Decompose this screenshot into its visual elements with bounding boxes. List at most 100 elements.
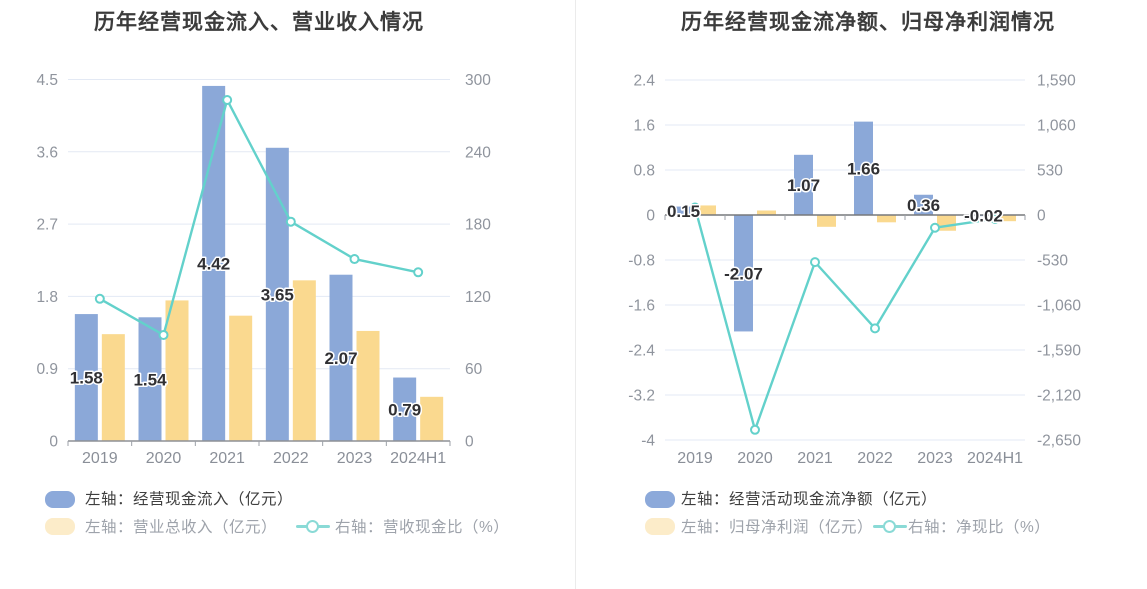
legend-swatch-net-cashflow[interactable] — [645, 491, 675, 508]
x-axis-category-label: 2020 — [146, 450, 182, 467]
line-point[interactable] — [750, 424, 760, 435]
right-axis-tick-label: 120 — [465, 289, 491, 306]
line-point[interactable] — [930, 222, 940, 233]
x-axis-category-label: 2021 — [797, 450, 833, 467]
x-axis-category-label: 2019 — [82, 450, 118, 467]
bar[interactable] — [757, 210, 776, 216]
x-axis-category-label: 2021 — [209, 450, 245, 467]
legend-label-net-profit[interactable]: 左轴：归母净利润（亿元） — [681, 519, 874, 536]
bar[interactable] — [420, 396, 444, 441]
bar[interactable] — [734, 215, 753, 332]
left-axis-tick-label: -4 — [641, 433, 655, 450]
bar[interactable] — [914, 194, 933, 215]
bar[interactable] — [997, 215, 1016, 222]
bar[interactable] — [794, 154, 813, 215]
left-axis-tick-label: -1.6 — [628, 298, 655, 315]
bar[interactable] — [329, 274, 353, 441]
line-point[interactable] — [810, 257, 820, 268]
chart-panel-cash-inflow-revenue: 历年经营现金流入、营业收入情况 1.58 1.54 4.42 3.65 2.07 0.79… — [0, 0, 573, 589]
bar[interactable] — [817, 215, 836, 227]
bar-value-label: 4.42 — [197, 255, 230, 274]
bar-value-label: 0.15 — [667, 202, 700, 221]
bar-value-label: 0.79 — [388, 400, 421, 419]
bar[interactable] — [229, 315, 253, 441]
line-point[interactable] — [870, 323, 880, 334]
bar[interactable] — [74, 314, 98, 441]
right-axis-tick-label: -1,060 — [1037, 298, 1081, 315]
x-axis-category-label: 2023 — [917, 450, 953, 467]
bar[interactable] — [877, 215, 896, 223]
line-point[interactable] — [413, 267, 424, 278]
line-point[interactable] — [94, 293, 105, 304]
bar[interactable] — [101, 334, 125, 441]
right-axis-tick-label: -530 — [1037, 253, 1068, 270]
bar-value-label: -0.02 — [964, 207, 1003, 226]
x-axis-category-label: 2024H1 — [390, 450, 446, 467]
legend-label-net-cashflow[interactable]: 左轴：经营活动现金流净额（亿元） — [681, 491, 938, 508]
left-axis-tick-label: 0 — [646, 208, 655, 225]
right-axis-tick-label: 180 — [465, 217, 491, 234]
left-axis-tick-label: 0.9 — [36, 361, 58, 378]
legend-label-net-cash-ratio[interactable]: 右轴：净现比（%） — [908, 519, 1051, 536]
right-axis-tick-label: -2,650 — [1037, 433, 1081, 450]
bar-value-label: 1.66 — [847, 159, 880, 178]
bar-value-label: 0.36 — [907, 196, 940, 215]
left-axis-tick-label: -0.8 — [628, 253, 655, 270]
x-axis-category-label: 2023 — [337, 450, 373, 467]
chart-title-right: 历年经营现金流净额、归母净利润情况 — [681, 11, 1055, 34]
right-axis-tick-label: 1,590 — [1037, 73, 1076, 90]
x-axis-category-label: 2019 — [677, 450, 713, 467]
left-axis-tick-label: 0 — [49, 434, 58, 451]
left-axis-tick-label: -2.4 — [628, 343, 655, 360]
x-axis-category-label: 2020 — [737, 450, 773, 467]
bar-value-label: 3.65 — [261, 286, 294, 305]
legend-label-total-revenue[interactable]: 左轴：营业总收入（亿元） — [85, 519, 278, 536]
ratio-line[interactable] — [98, 98, 420, 337]
legend-line-marker — [883, 520, 896, 533]
panel-divider — [575, 0, 576, 589]
legend-line-marker — [306, 520, 319, 533]
legend-swatch-total-revenue[interactable] — [45, 518, 75, 535]
bar-value-label: 1.07 — [787, 176, 820, 195]
left-axis-tick-label: 0.8 — [633, 163, 655, 180]
x-axis-category-label: 2022 — [857, 450, 893, 467]
right-axis-tick-label: -2,120 — [1037, 388, 1081, 405]
line-point[interactable] — [158, 329, 169, 340]
legend-label-cash-ratio[interactable]: 右轴：营收现金比（%） — [335, 519, 510, 536]
line-point[interactable] — [990, 213, 1000, 224]
legend-label-cash-inflow[interactable]: 左轴：经营现金流入（亿元） — [85, 491, 294, 508]
chart-title-left: 历年经营现金流入、营业收入情况 — [94, 11, 424, 34]
x-axis-category-label: 2024H1 — [967, 450, 1023, 467]
legend-swatch-cash-inflow[interactable] — [45, 491, 75, 508]
bar-value-label: 1.58 — [70, 369, 103, 388]
right-axis-tick-label: 300 — [465, 72, 491, 89]
right-axis-tick-label: 0 — [465, 434, 474, 451]
line-point[interactable] — [349, 254, 360, 265]
left-axis-tick-label: 4.5 — [36, 72, 58, 89]
left-axis-tick-label: 1.6 — [633, 118, 655, 135]
bar[interactable] — [165, 300, 189, 441]
line-point[interactable] — [222, 94, 233, 105]
legend-line-icon-cash-ratio[interactable] — [296, 518, 330, 535]
line-point[interactable] — [690, 202, 700, 213]
left-axis-tick-label: -3.2 — [628, 388, 655, 405]
ratio-line[interactable] — [693, 206, 997, 432]
left-axis-tick-label: 2.7 — [36, 217, 58, 234]
right-axis-tick-label: -1,590 — [1037, 343, 1081, 360]
line-point[interactable] — [285, 216, 296, 227]
right-axis-tick-label: 1,060 — [1037, 118, 1076, 135]
right-axis-tick-label: 530 — [1037, 163, 1063, 180]
bar[interactable] — [138, 317, 162, 441]
bar[interactable] — [292, 280, 316, 441]
left-axis-tick-label: 3.6 — [36, 144, 58, 161]
bar[interactable] — [854, 121, 873, 215]
legend-line-icon-net-cash-ratio[interactable] — [873, 518, 907, 535]
bar[interactable] — [356, 330, 380, 441]
right-axis-tick-label: 60 — [465, 361, 483, 378]
bar[interactable] — [393, 377, 417, 441]
legend-swatch-net-profit[interactable] — [645, 518, 675, 535]
bar[interactable] — [674, 206, 693, 215]
right-axis-tick-label: 0 — [1037, 208, 1046, 225]
bar[interactable] — [697, 205, 716, 215]
bar[interactable] — [265, 147, 289, 442]
